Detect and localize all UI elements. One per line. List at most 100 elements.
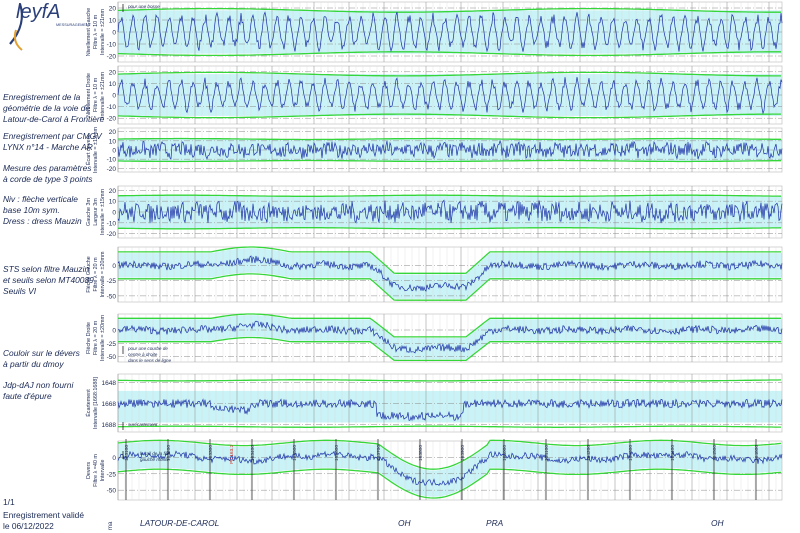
ytick-label-4: -50 [107, 293, 117, 300]
station-label: OH [711, 518, 725, 528]
logo-orange-swoosh [13, 29, 23, 51]
km-label: 163100 [124, 445, 130, 461]
ylabel-line-3: Intervalle = ±15mm [100, 189, 106, 235]
ytick-label-1: 0 [112, 93, 116, 100]
ylabel-line-7: Intervalle [100, 460, 106, 482]
ylabel-line-0: Nivellement Gauche [86, 8, 92, 57]
ylabel-line-4: Flèche Gauche [86, 256, 92, 293]
signal-line-7 [117, 450, 783, 487]
ylabel-line-6: Intervalle [1668:1688] [93, 377, 99, 429]
station-label: PRA [486, 518, 504, 528]
ytick-label-6: 1648 [102, 380, 117, 387]
validation-note: Enregistrement validé le 06/12/2022 [3, 510, 84, 531]
signal-line-6 [117, 398, 783, 422]
km-label: 163900 [460, 445, 466, 461]
sidebar: Enregistrement de la géométrie de la voi… [3, 0, 113, 533]
ylabel-line-5: Intervalle = ±20mm [100, 315, 106, 361]
km-label: 164300 [628, 445, 634, 461]
ytick-label-7: -25 [107, 471, 117, 478]
ylabel-line-7: Devers [86, 462, 92, 479]
km-label: 163600 [334, 445, 340, 461]
note-measurement: Mesure des paramètres à corde de type 3 … [3, 163, 93, 184]
station-label: OH [398, 518, 412, 528]
signal-line-4 [117, 255, 783, 292]
station-label: LATOUR-DE-CAROL [140, 518, 220, 528]
ylabel-line-3: Largeur 3m [93, 198, 99, 226]
ylabel-line-2: Intervalle = ±12mm [93, 127, 99, 173]
annotation-5: pour une courbe de [127, 346, 168, 351]
tolerance-band-7 [118, 441, 782, 497]
ylabel-line-1: Filtre λ = 10 m [93, 77, 99, 112]
ytick-label-3: -20 [107, 231, 117, 238]
ytick-label-3: 10 [109, 199, 117, 206]
ylabel-line-5: Flèche Droite [86, 322, 92, 354]
ytick-label-0: -20 [107, 54, 117, 61]
ytick-label-1: 10 [109, 81, 117, 88]
km-label: 164000 [502, 445, 508, 461]
ytick-label-7: 0 [112, 455, 116, 462]
ytick-label-0: 10 [109, 18, 117, 25]
ylabel-line-6: Écartement [85, 389, 92, 417]
annotation-5: centre à droite [128, 352, 158, 357]
envelope-lower-1 [117, 113, 781, 119]
ylabel-line-4: Filtre λ = 20 m [93, 257, 99, 292]
envelope-lower-0 [117, 51, 781, 57]
annotation-6: surécartement [128, 422, 158, 427]
note-recording: Enregistrement de la géométrie de la voi… [3, 92, 105, 124]
footer-left: ma [108, 521, 114, 530]
ylabel-line-1: Nivellement Droite [86, 73, 92, 117]
km-label: 163700 [376, 445, 382, 461]
envelope-upper-1 [117, 71, 781, 77]
ytick-label-0: -10 [107, 42, 117, 49]
ytick-label-0: 20 [109, 6, 117, 13]
ytick-label-1: -10 [107, 104, 117, 111]
km-label: 164100 [544, 445, 550, 461]
ytick-label-2: 0 [112, 148, 116, 155]
km-label: 164600 [754, 445, 760, 461]
envelope-upper-2 [118, 137, 781, 141]
tolerance-band-4 [118, 248, 782, 299]
envelope-upper-7 [117, 439, 782, 470]
signal-line-0 [117, 11, 783, 53]
envelope-lower-4 [118, 273, 781, 301]
ytick-label-5: -25 [107, 341, 117, 348]
km-special-label: PK 163.2 [229, 445, 234, 464]
ytick-label-4: -25 [107, 278, 117, 285]
km-label: 164400 [670, 445, 676, 461]
ytick-label-2: 20 [109, 129, 117, 136]
envelope-lower-3 [118, 227, 782, 230]
envelope-upper-0 [117, 7, 781, 13]
ytick-label-5: -50 [107, 354, 117, 361]
ytick-label-3: 0 [112, 210, 116, 217]
signal-line-1 [117, 77, 783, 115]
ylabel-line-1: Intervalle = ±21mm [100, 72, 106, 118]
ytick-label-6: 1688 [102, 422, 117, 429]
envelope-lower-6 [118, 425, 781, 428]
ytick-label-6: 1668 [102, 401, 117, 408]
ytick-label-7: -50 [107, 488, 117, 495]
note-corridor: Couloir sur le dévers à partir du dmoy [3, 348, 80, 369]
km-label: 164500 [712, 445, 718, 461]
logo-subtext: MESSURAGEMENT [56, 23, 92, 27]
km-label: 163800 [418, 445, 424, 461]
ytick-label-1: 20 [109, 69, 117, 76]
km-label: 163500 [292, 445, 298, 461]
note-definitions: Niv : flèche verticale base 10m sym. Dre… [3, 194, 82, 226]
annotation-5: dans le sens de ligne [128, 358, 172, 363]
ytick-label-5: 0 [112, 328, 116, 335]
ytick-label-3: -10 [107, 220, 117, 227]
ylabel-line-4: Intervalle = ±20mm [100, 251, 106, 297]
tolerance-band-6 [118, 390, 782, 423]
company-logo: leyfA MESSURAGEMENT [2, 0, 102, 60]
note-thresholds: STS selon filtre Mauzin et seuils selon … [3, 264, 94, 296]
ytick-label-2: -20 [107, 166, 117, 173]
signal-line-3 [117, 199, 783, 224]
ylabel-line-2: Écart devers [85, 135, 92, 166]
ylabel-line-5: Filtre λ = 20 m [93, 320, 99, 355]
annotation-7: le rail de la file [140, 451, 170, 456]
ytick-label-0: 0 [112, 30, 116, 37]
ylabel-line-7: Filtre λ =40 m [93, 454, 99, 487]
logo-text: leyfA [16, 1, 60, 23]
